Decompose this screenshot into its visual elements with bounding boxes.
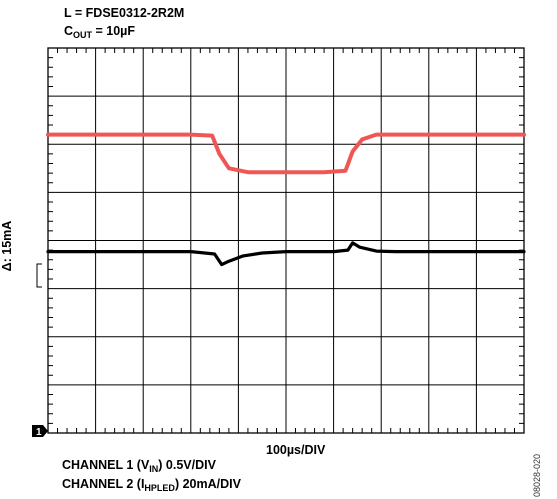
capacitor-label: COUT = 10µF xyxy=(64,24,136,40)
trace-channel-1 xyxy=(46,132,526,175)
delta-bracket xyxy=(36,263,42,288)
channel-1-marker: 1 xyxy=(32,425,48,438)
figure-id: 08028-020 xyxy=(532,453,542,497)
traces xyxy=(46,132,526,267)
timebase-label: 100µs/DIV xyxy=(266,443,326,457)
inductor-label: L = FDSE0312-2R2M xyxy=(64,6,185,20)
delta-label: Δ: 15mA xyxy=(0,220,14,272)
channel-2-label: CHANNEL 2 (IHPLED) 20mA/DIV xyxy=(62,477,241,493)
grid xyxy=(48,48,524,433)
channel-1-marker-label: 1 xyxy=(36,427,42,438)
trace-channel-2 xyxy=(46,241,526,267)
channel-1-label: CHANNEL 1 (VIN) 0.5V/DIV xyxy=(62,458,216,474)
